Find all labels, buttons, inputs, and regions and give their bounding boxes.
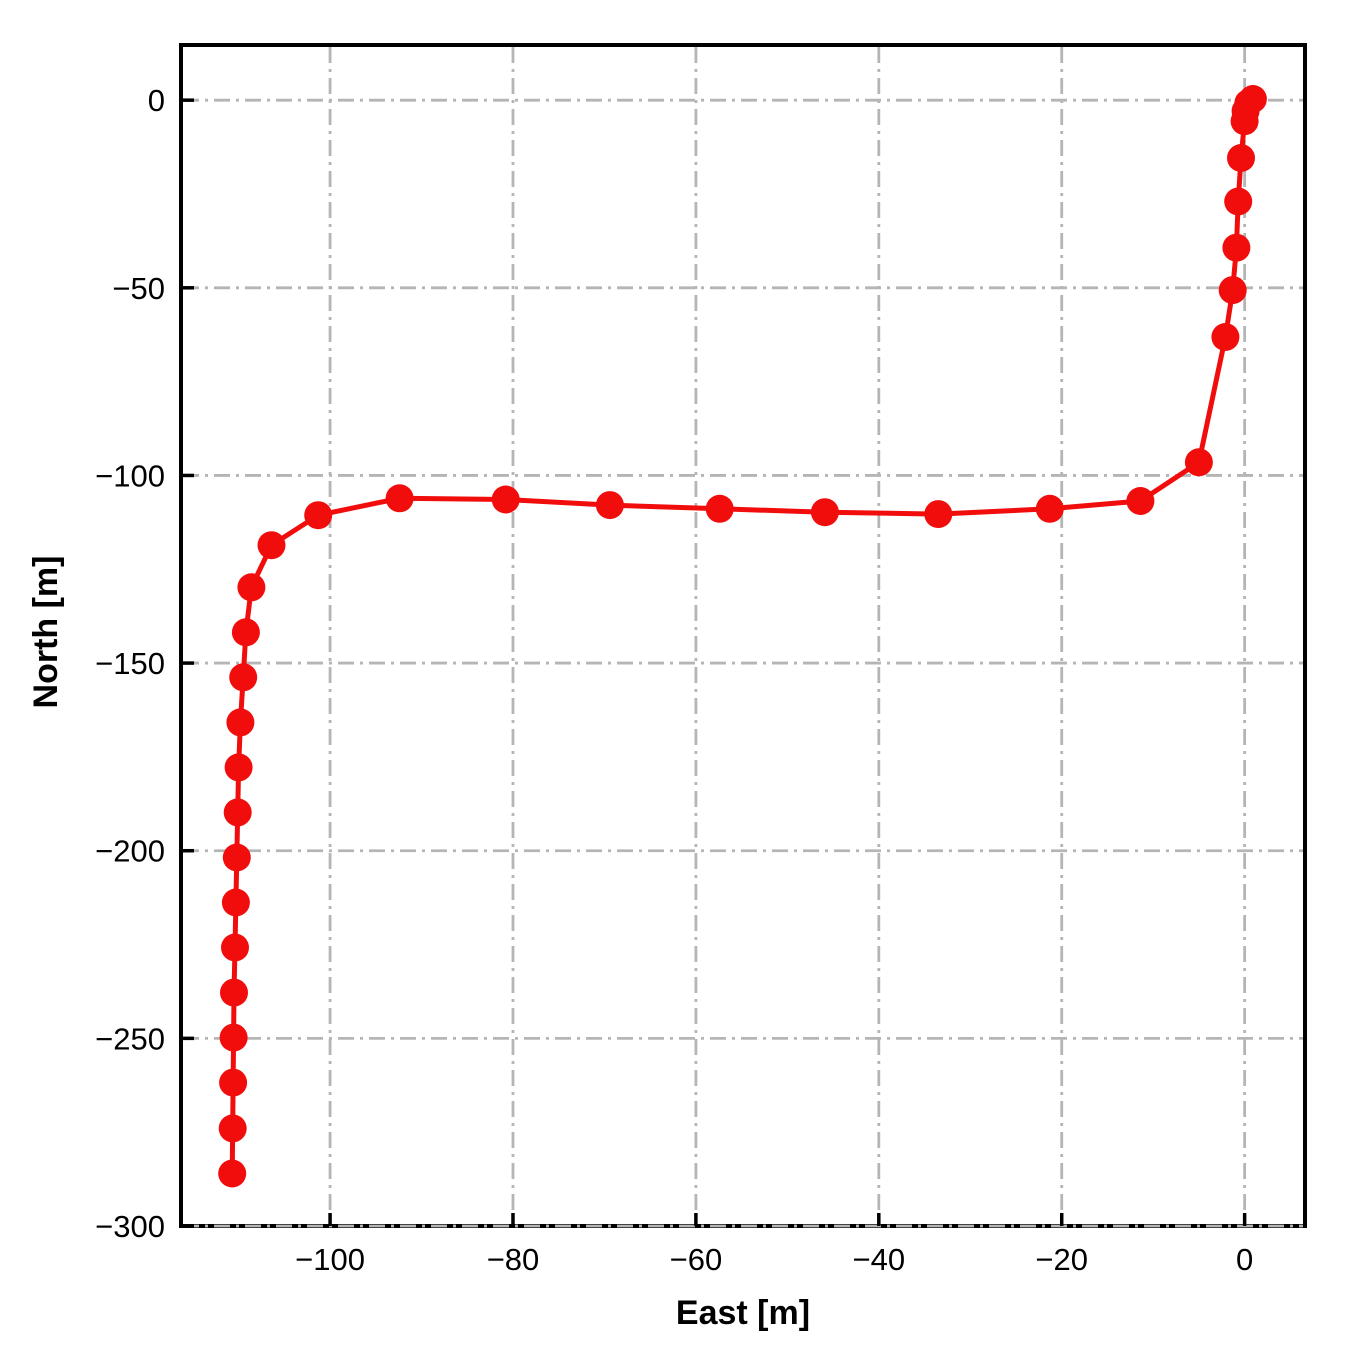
tick-marks — [181, 98, 1247, 1228]
data-point-marker — [1230, 107, 1259, 136]
data-point-marker — [226, 708, 255, 737]
y-tick-label: −150 — [95, 646, 165, 681]
y-tick-label: −50 — [112, 271, 165, 306]
data-point-marker — [491, 485, 520, 514]
data-point-marker — [1035, 494, 1064, 523]
y-tick-label: 0 — [148, 83, 165, 118]
x-tick-label: 0 — [1236, 1242, 1253, 1277]
trajectory-series — [218, 85, 1267, 1188]
y-axis-label: North [m] — [27, 556, 65, 709]
data-point-marker — [810, 498, 839, 527]
data-point-marker — [1218, 276, 1247, 305]
data-point-marker — [218, 1159, 247, 1188]
data-point-marker — [385, 484, 414, 513]
data-point-marker — [221, 888, 250, 917]
data-point-marker — [219, 1068, 248, 1097]
data-point-marker — [220, 978, 248, 1007]
x-tick-label: −100 — [295, 1242, 365, 1277]
data-point-marker — [223, 798, 252, 827]
data-point-marker — [219, 1023, 248, 1052]
data-point-marker — [224, 753, 253, 782]
data-point-marker — [222, 843, 251, 872]
y-tick-label: −300 — [95, 1209, 165, 1244]
data-point-marker — [924, 500, 953, 529]
x-tick-label: −40 — [853, 1242, 906, 1277]
y-tick-labels: 0 −50 −100 −150 −200 −250 −300 — [95, 83, 165, 1244]
trajectory-line — [229, 96, 1256, 1176]
data-point-marker — [1184, 448, 1213, 477]
data-point-marker — [231, 618, 260, 647]
data-point-marker — [1227, 144, 1255, 172]
data-point-marker — [257, 531, 286, 560]
x-tick-label: −20 — [1035, 1242, 1088, 1277]
data-point-marker — [1211, 323, 1240, 351]
data-point-marker — [1126, 487, 1155, 515]
data-point-marker — [221, 933, 249, 962]
data-point-marker — [229, 663, 258, 692]
data-point-marker — [705, 494, 734, 523]
data-point-marker — [595, 491, 624, 520]
y-tick-label: −200 — [95, 834, 165, 869]
x-tick-labels: −100 −80 −60 −40 −20 0 — [295, 1242, 1253, 1277]
data-point-marker — [218, 1114, 247, 1143]
x-axis-label: East [m] — [676, 1294, 810, 1332]
data-point-marker — [237, 573, 266, 602]
data-point-marker — [304, 501, 333, 530]
data-point-marker — [1222, 233, 1251, 262]
plot-area — [181, 45, 1305, 1226]
y-tick-label: −250 — [95, 1021, 165, 1056]
y-tick-label: −100 — [95, 458, 165, 493]
data-point-marker — [1224, 187, 1253, 216]
x-tick-label: −60 — [670, 1242, 723, 1277]
x-tick-label: −80 — [487, 1242, 540, 1277]
